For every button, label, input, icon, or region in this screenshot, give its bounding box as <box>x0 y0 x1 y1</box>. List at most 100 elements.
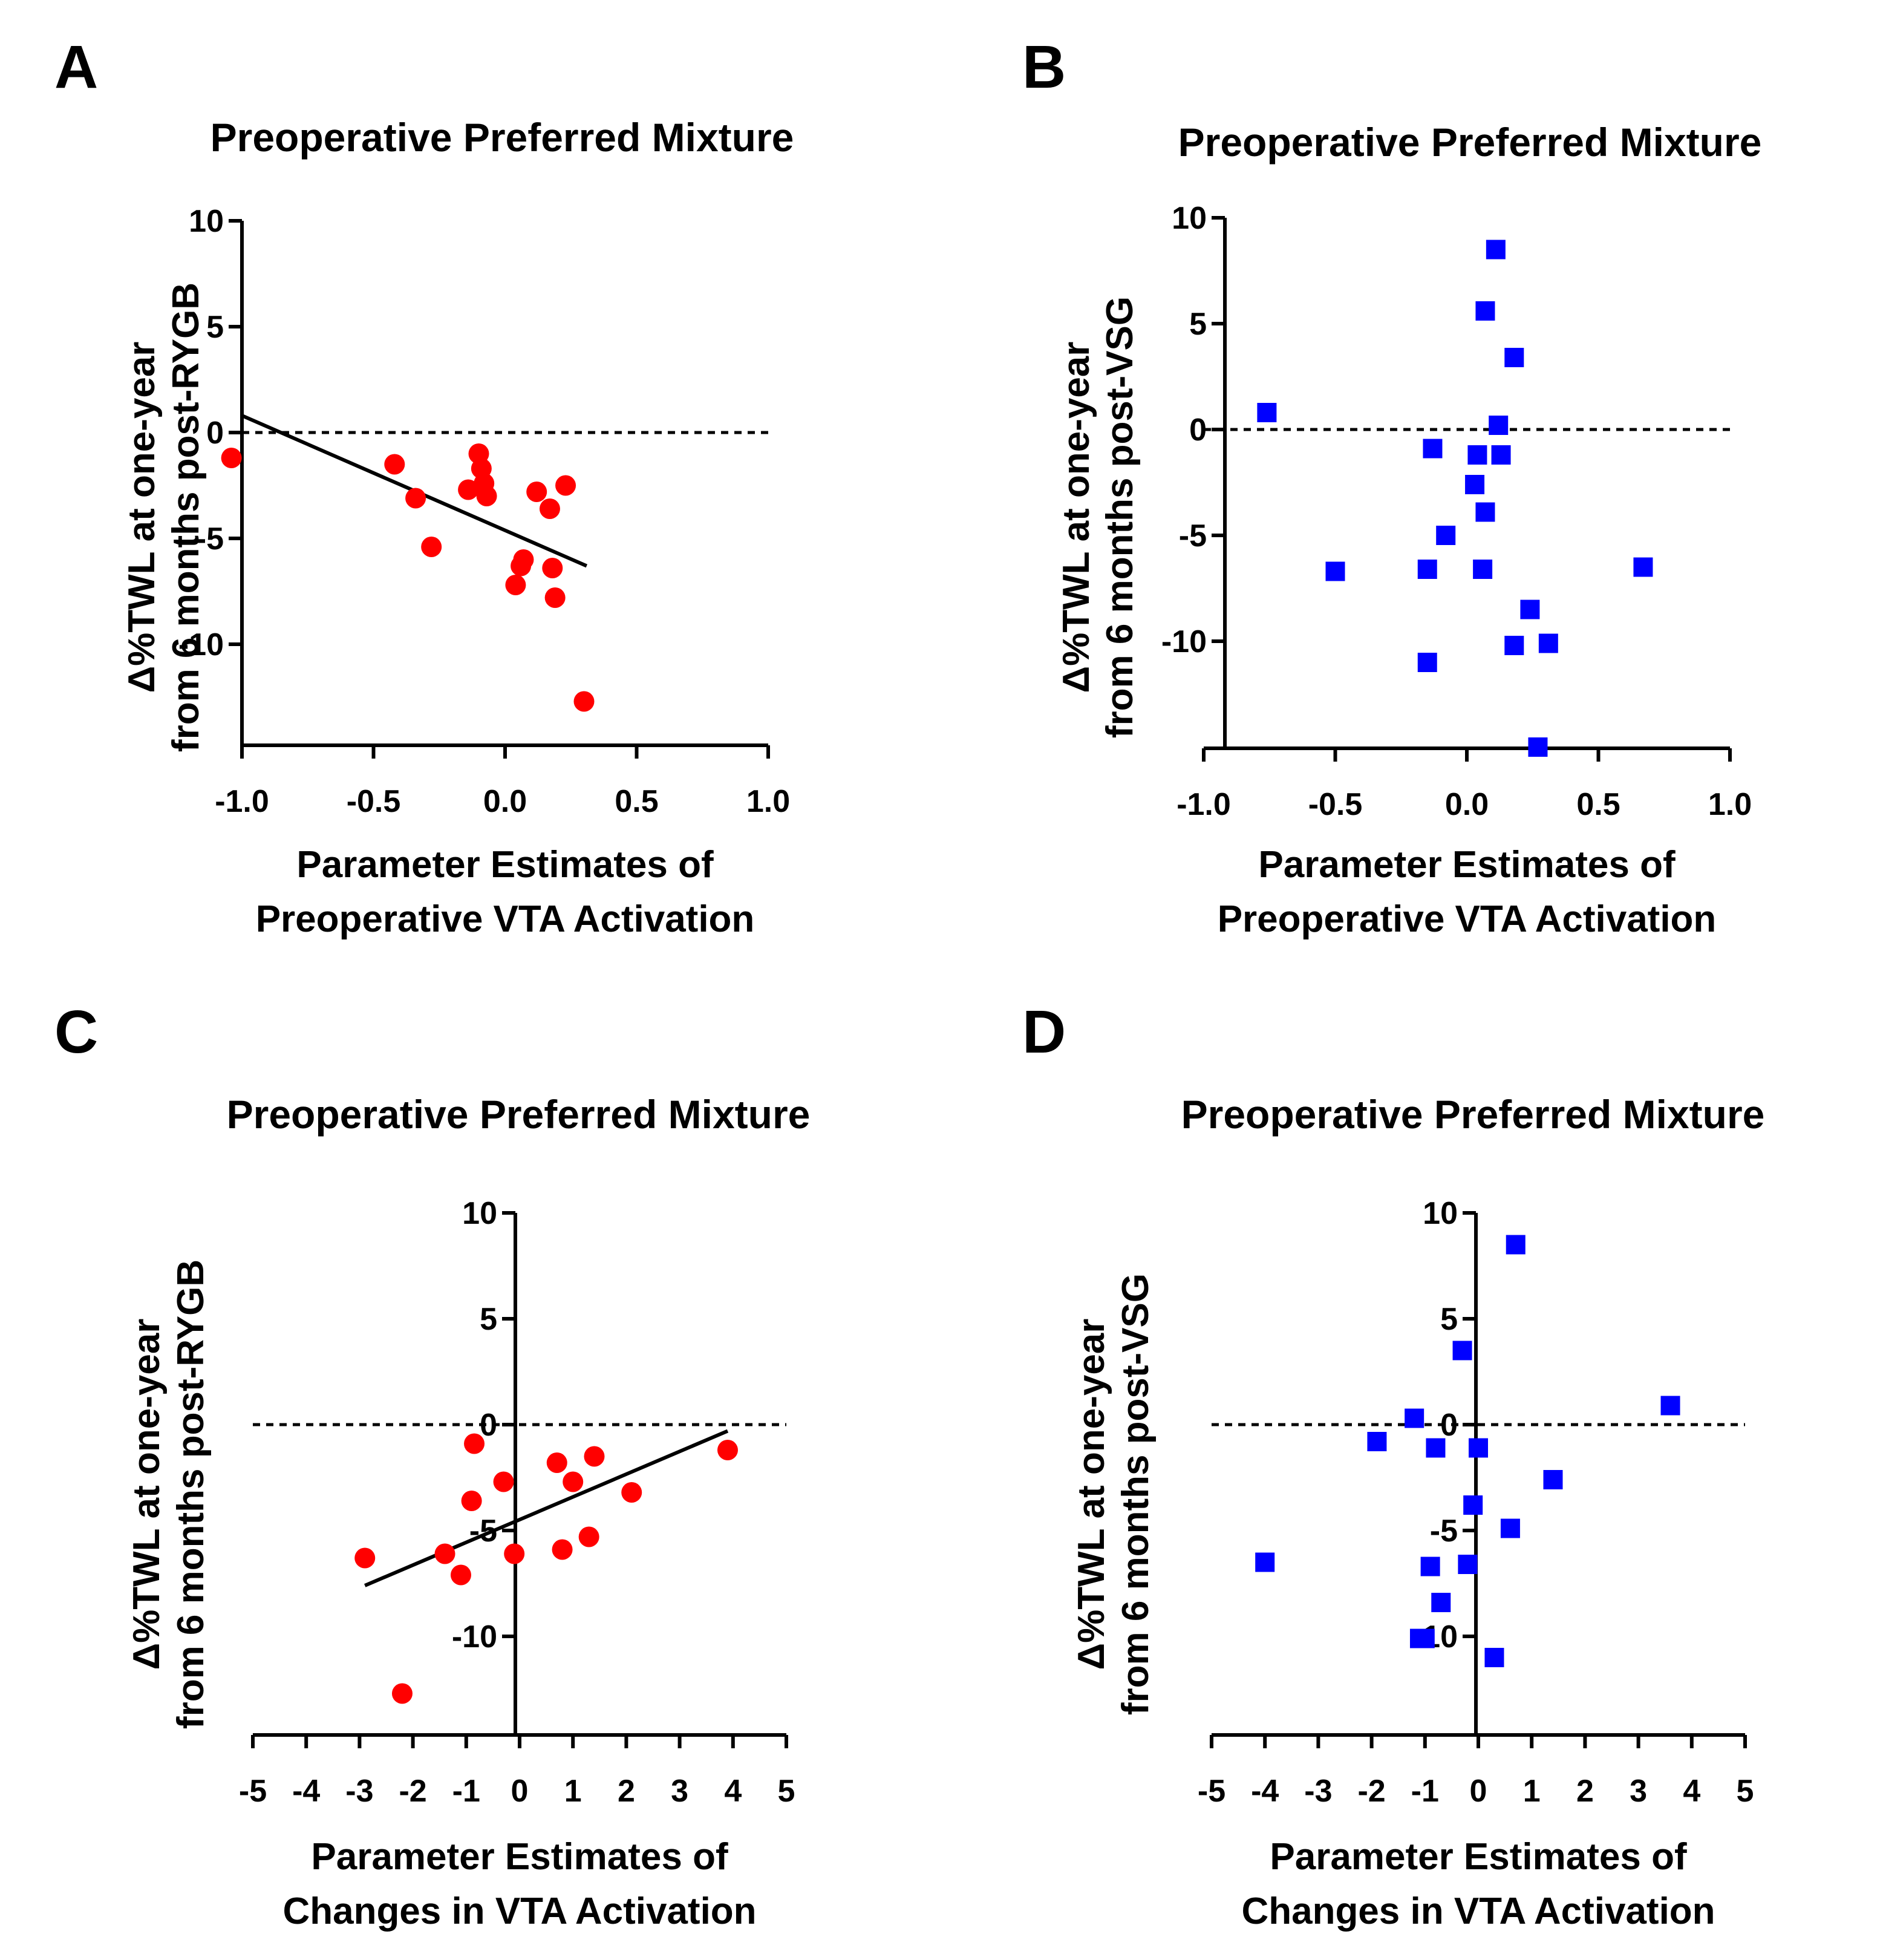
data-point <box>1255 1552 1275 1572</box>
x-tick-label: 2 <box>618 1774 635 1809</box>
y-axis-title: Δ%TWL at one-year <box>1056 342 1097 693</box>
y-axis-title: from 6 months post-VSG <box>1115 1273 1157 1715</box>
data-point <box>354 1547 376 1569</box>
x-axis-title: Parameter Estimates of <box>311 1836 728 1878</box>
x-tick-label: -1 <box>452 1774 480 1809</box>
x-tick-label: -3 <box>345 1774 373 1809</box>
x-axis-title: Changes in VTA Activation <box>282 1890 756 1932</box>
x-tick-label: 2 <box>1576 1774 1594 1809</box>
x-tick-label: -0.5 <box>347 784 401 819</box>
x-tick-label: -2 <box>1357 1774 1385 1809</box>
data-point <box>1520 599 1540 619</box>
data-point <box>461 1491 482 1511</box>
data-point <box>421 537 442 557</box>
data-point <box>1475 301 1495 321</box>
data-point <box>1417 653 1437 672</box>
data-point <box>464 1433 485 1454</box>
x-tick-label: 4 <box>724 1774 742 1809</box>
y-tick-label: 10 <box>189 204 224 239</box>
data-point <box>1436 526 1456 545</box>
data-point <box>621 1482 642 1503</box>
x-tick-label: -1.0 <box>1176 787 1231 822</box>
data-point <box>1504 636 1524 655</box>
data-point <box>1426 1438 1446 1458</box>
y-axis-title: Δ%TWL at one-year <box>1071 1319 1112 1670</box>
data-point <box>1660 1396 1680 1416</box>
data-point <box>1420 1557 1440 1576</box>
y-tick-label: -5 <box>1430 1514 1458 1549</box>
x-tick-label: 1.0 <box>746 784 790 819</box>
y-tick-label: -10 <box>452 1619 497 1655</box>
x-axis-title: Preoperative VTA Activation <box>256 898 755 940</box>
y-tick-label: 5 <box>480 1302 497 1337</box>
data-point <box>1415 1628 1435 1648</box>
y-tick-label: 10 <box>462 1196 497 1231</box>
y-axis-title: Δ%TWL at one-year <box>121 342 163 693</box>
y-axis-title: Δ%TWL at one-year <box>126 1319 168 1670</box>
data-point <box>221 448 242 468</box>
data-point <box>1500 1518 1520 1538</box>
y-tick-label: -5 <box>196 521 224 557</box>
y-tick-label: -5 <box>1179 518 1207 554</box>
y-axis-title: from 6 months post-VSG <box>1099 296 1141 738</box>
y-tick-label: -10 <box>1161 624 1207 659</box>
panel-c: C Preoperative Preferred Mixture 10 5 0 -5 -10… <box>54 998 810 1932</box>
x-tick-label: -0.5 <box>1308 787 1363 822</box>
panel-letter: C <box>54 998 98 1066</box>
y-tick-label: -10 <box>178 627 224 662</box>
y-tick-label: 10 <box>1172 201 1207 236</box>
x-tick-label: 1 <box>1523 1774 1541 1809</box>
y-tick-label: 10 <box>1423 1196 1458 1231</box>
data-point <box>1475 502 1495 522</box>
data-point <box>476 486 497 506</box>
data-point <box>1467 445 1487 465</box>
data-point <box>544 587 566 608</box>
y-axis-title: from 6 months post-RYGB <box>165 283 207 752</box>
data-point <box>1491 445 1511 465</box>
x-tick-label: 3 <box>671 1774 688 1809</box>
data-point <box>1257 403 1277 422</box>
data-point <box>1469 1438 1488 1458</box>
panel-title: Preoperative Preferred Mixture <box>1178 120 1762 165</box>
data-point <box>1504 348 1524 367</box>
data-point <box>546 1452 567 1473</box>
data-point <box>1452 1341 1472 1361</box>
data-point <box>1465 475 1485 494</box>
data-point <box>391 1683 413 1704</box>
panel-title: Preoperative Preferred Mixture <box>1181 1092 1765 1137</box>
data-point <box>513 549 534 570</box>
y-tick-label: 5 <box>206 310 224 345</box>
data-point <box>1538 633 1558 653</box>
data-point <box>1325 561 1345 581</box>
data-point <box>1528 737 1548 757</box>
data-point <box>563 1471 584 1492</box>
x-tick-label: 1.0 <box>1708 787 1752 822</box>
panel-letter: D <box>1022 998 1066 1066</box>
y-axis-title: from 6 months post-RYGB <box>170 1259 212 1729</box>
data-point <box>1423 439 1443 459</box>
x-tick-label: 0.5 <box>615 784 658 819</box>
panel-title: Preoperative Preferred Mixture <box>227 1092 811 1137</box>
y-tick-label: 5 <box>1440 1302 1458 1337</box>
data-point <box>434 1543 455 1564</box>
y-tick-label: 0 <box>206 416 224 451</box>
x-tick-label: -5 <box>1198 1774 1225 1809</box>
x-axis-title: Parameter Estimates of <box>1270 1836 1687 1878</box>
x-tick-label: 4 <box>1683 1774 1700 1809</box>
x-tick-label: 5 <box>1737 1774 1754 1809</box>
x-tick-label: 0.0 <box>483 784 527 819</box>
data-point <box>1489 416 1509 435</box>
data-point <box>504 1543 525 1564</box>
x-tick-label: -1.0 <box>215 784 269 819</box>
panel-letter: A <box>54 33 98 101</box>
x-tick-label: -2 <box>399 1774 426 1809</box>
data-point <box>405 488 426 509</box>
data-point <box>717 1440 738 1460</box>
panel-letter: B <box>1022 33 1066 101</box>
data-point <box>1367 1432 1387 1451</box>
x-tick-label: -3 <box>1304 1774 1332 1809</box>
